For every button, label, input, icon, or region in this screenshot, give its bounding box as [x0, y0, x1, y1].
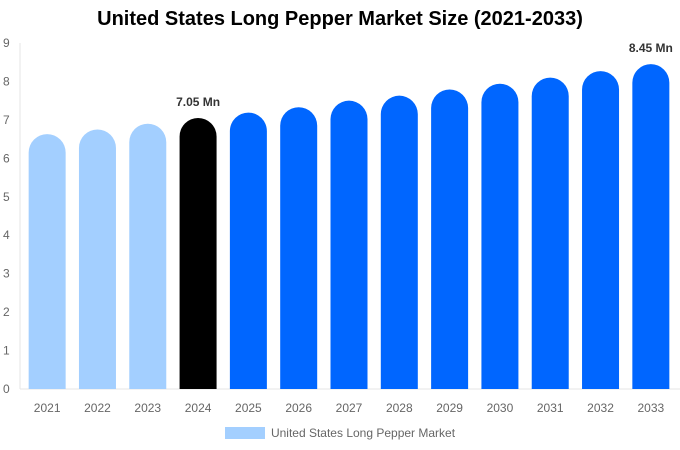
- data-label-2033: 8.45 Mn: [629, 41, 673, 55]
- legend-label: United States Long Pepper Market: [270, 426, 456, 440]
- bar-2024: [179, 117, 217, 389]
- x-tick-label: 2033: [637, 401, 664, 415]
- x-tick-label: 2022: [84, 401, 111, 415]
- x-tick-label: 2025: [235, 401, 262, 415]
- x-tick-label: 2026: [285, 401, 312, 415]
- x-tick-label: 2024: [185, 401, 212, 415]
- bar-2027: [330, 100, 368, 389]
- y-tick-label: 0: [3, 382, 10, 396]
- bar-2026: [280, 107, 318, 390]
- y-tick-label: 6: [3, 151, 10, 165]
- y-tick-label: 9: [3, 36, 10, 50]
- y-tick-label: 4: [3, 228, 10, 242]
- x-tick-label: 2021: [34, 401, 61, 415]
- bar-2021: [28, 134, 66, 389]
- x-tick-label: 2032: [587, 401, 614, 415]
- bar-2025: [229, 112, 267, 389]
- bar-2031: [531, 77, 569, 389]
- y-tick-label: 8: [3, 74, 10, 88]
- y-tick-label: 7: [3, 113, 10, 127]
- x-tick-label: 2023: [134, 401, 161, 415]
- legend-swatch: [224, 427, 265, 439]
- bar-2023: [129, 123, 167, 389]
- bar-2029: [431, 89, 469, 389]
- x-tick-label: 2031: [537, 401, 564, 415]
- bar-2030: [481, 83, 519, 390]
- bar-2033: [632, 64, 670, 390]
- y-tick-label: 5: [3, 190, 10, 204]
- x-tick-label: 2027: [336, 401, 363, 415]
- x-tick-label: 2029: [436, 401, 463, 415]
- bar-2028: [380, 95, 418, 390]
- x-tick-label: 2030: [487, 401, 514, 415]
- x-tick-label: 2028: [386, 401, 413, 415]
- bar-2032: [582, 71, 620, 389]
- bar-2022: [78, 129, 116, 389]
- chart-title: United States Long Pepper Market Size (2…: [97, 8, 583, 30]
- data-label-2024: 7.05 Mn: [176, 95, 220, 109]
- y-tick-label: 3: [3, 267, 10, 281]
- y-tick-label: 1: [3, 344, 10, 358]
- y-tick-label: 2: [3, 305, 10, 319]
- legend[interactable]: United States Long Pepper Market: [0, 426, 680, 440]
